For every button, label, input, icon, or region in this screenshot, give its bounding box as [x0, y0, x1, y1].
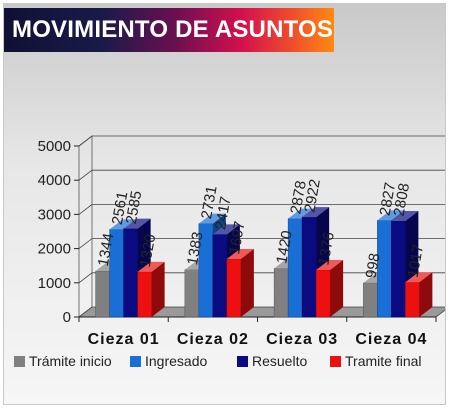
legend-item: Ingresado: [130, 353, 207, 369]
bar-front: [212, 234, 228, 318]
x-tick-label: Cieza 04: [355, 331, 427, 348]
y-tick-label: 1000: [38, 275, 71, 292]
legend-label: Ingresado: [145, 353, 207, 369]
data-label: 2808: [391, 182, 414, 218]
data-label: 1320: [137, 233, 160, 269]
bar-front: [363, 282, 378, 318]
gridline: [78, 203, 445, 215]
gridline: [78, 135, 445, 147]
bar-top: [391, 210, 419, 221]
bar-front: [273, 268, 289, 318]
data-label: 2827: [377, 181, 400, 217]
y-tick-label: 2000: [38, 241, 71, 258]
legend-label: Tramite final: [345, 353, 422, 369]
bar-side: [151, 261, 165, 317]
legend-label: Trámite inicio: [29, 353, 112, 369]
legend-item: Trámite inicio: [14, 353, 112, 369]
bar-top: [123, 218, 151, 229]
y-tick-label: 4000: [38, 172, 71, 189]
data-label: 2585: [123, 189, 146, 225]
x-tick-label: Cieza 02: [177, 331, 249, 348]
chart-frame: MOVIMIENTO DE ASUNTOS 0 1000 2000 3000 4000 5…: [3, 3, 446, 405]
legend-label: Resuelto: [252, 353, 307, 369]
side-wall: [78, 135, 93, 318]
data-label: 2731: [198, 184, 221, 220]
bar-top: [137, 261, 165, 272]
legend-item: Resuelto: [237, 353, 307, 369]
bar-side: [240, 248, 254, 317]
bar-front: [137, 271, 152, 318]
data-label: 2561: [109, 190, 132, 226]
legend-swatch: [14, 356, 25, 367]
y-tick-label: 3000: [38, 206, 71, 223]
legend-swatch: [130, 356, 141, 367]
data-label: 1017: [405, 243, 428, 279]
bar-front: [123, 228, 138, 318]
bar-front: [301, 216, 317, 318]
bar-top: [405, 272, 433, 283]
bar-top: [109, 219, 137, 230]
bar: [226, 248, 254, 318]
bar-top: [198, 213, 226, 224]
data-label: 1344: [95, 232, 118, 268]
bar-top: [226, 248, 254, 259]
gridline: [78, 238, 445, 249]
bar-front: [95, 270, 110, 318]
bar-side: [419, 272, 433, 317]
data-label: 1420: [273, 229, 296, 265]
data-label: 1697: [226, 220, 249, 256]
bar-front: [184, 269, 200, 318]
y-tick-label: 0: [63, 309, 71, 326]
data-label: 2878: [287, 179, 310, 215]
legend-swatch: [330, 356, 341, 367]
bar-front: [315, 269, 331, 318]
x-tick-label: Cieza 03: [266, 331, 338, 348]
bar-front: [391, 220, 406, 318]
bar: [405, 272, 433, 318]
bar-top: [316, 259, 344, 270]
bar: [315, 259, 344, 318]
bar-top: [212, 224, 240, 235]
gridline: [78, 169, 445, 181]
legend-swatch: [237, 356, 248, 367]
bar-front: [226, 258, 242, 318]
data-label: 2417: [212, 195, 235, 231]
bar-top: [377, 210, 405, 221]
data-label: 2922: [301, 178, 324, 214]
y-tick-label: 5000: [38, 138, 71, 155]
data-label: 1383: [184, 231, 207, 267]
chart-title: MOVIMIENTO DE ASUNTOS: [12, 16, 334, 43]
bar-front: [405, 281, 420, 318]
bar-top: [288, 208, 316, 219]
title-banner: MOVIMIENTO DE ASUNTOS: [4, 8, 334, 52]
bar-top: [302, 207, 330, 218]
x-tick-label: Cieza 01: [88, 331, 160, 348]
legend-item: Tramite final: [330, 353, 422, 369]
bar: [137, 261, 165, 318]
chart-svg: 0 1000 2000 3000 4000 5000 Cieza 01 Cieza 02 Cie…: [14, 135, 445, 369]
bar-side: [330, 259, 344, 317]
data-label: 998: [363, 252, 384, 280]
data-label: 1376: [315, 231, 338, 267]
